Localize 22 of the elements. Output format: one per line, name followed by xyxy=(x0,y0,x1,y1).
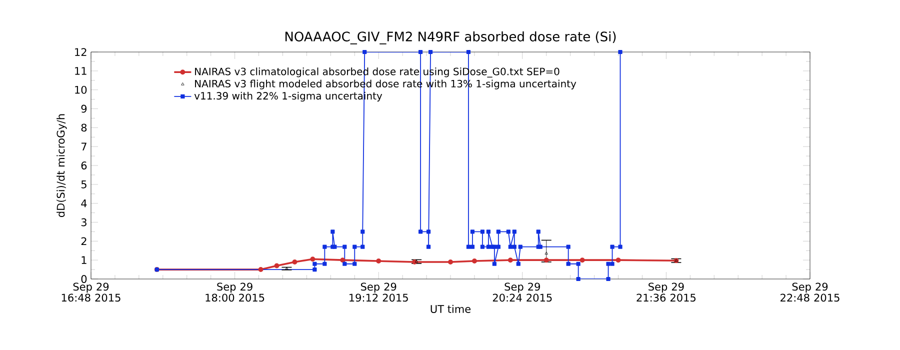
x-tick-label: Sep 29 16:48 2015 xyxy=(62,282,120,302)
y-tick-label: 4 xyxy=(81,200,87,208)
y-tick-label: 10 xyxy=(75,86,87,94)
y-tick-label: 6 xyxy=(81,162,87,170)
y-tick-label: 2 xyxy=(81,237,86,246)
x-tick-label: Sep 29 18:00 2015 xyxy=(206,282,264,302)
x-tick-label: Sep 29 21:36 2015 xyxy=(636,282,696,302)
y-tick-label: 1 xyxy=(82,256,86,264)
x-tick-label: Sep 29 19:12 2015 xyxy=(350,282,408,302)
y-tick-label: 11 xyxy=(75,67,86,75)
y-tick-label: 7 xyxy=(81,142,86,150)
y-tick-label: 3 xyxy=(81,218,86,226)
y-tick-label: 9 xyxy=(81,104,87,113)
y-tick-label: 0 xyxy=(81,275,87,283)
y-tick-label: 8 xyxy=(81,124,87,132)
x-tick-label: Sep 29 22:48 2015 xyxy=(780,282,840,302)
chart-title: NOAAAOC_GIV_FM2 N49RF absorbed dose rate (Si) xyxy=(285,31,616,44)
y-tick-label: 5 xyxy=(81,180,86,188)
x-tick-label: Sep 29 20:24 2015 xyxy=(492,282,552,302)
y-axis-title: dD(Si)/dt microGy/h xyxy=(56,114,67,217)
x-axis-title: UT time xyxy=(430,304,471,313)
y-tick-label: 12 xyxy=(75,48,86,56)
